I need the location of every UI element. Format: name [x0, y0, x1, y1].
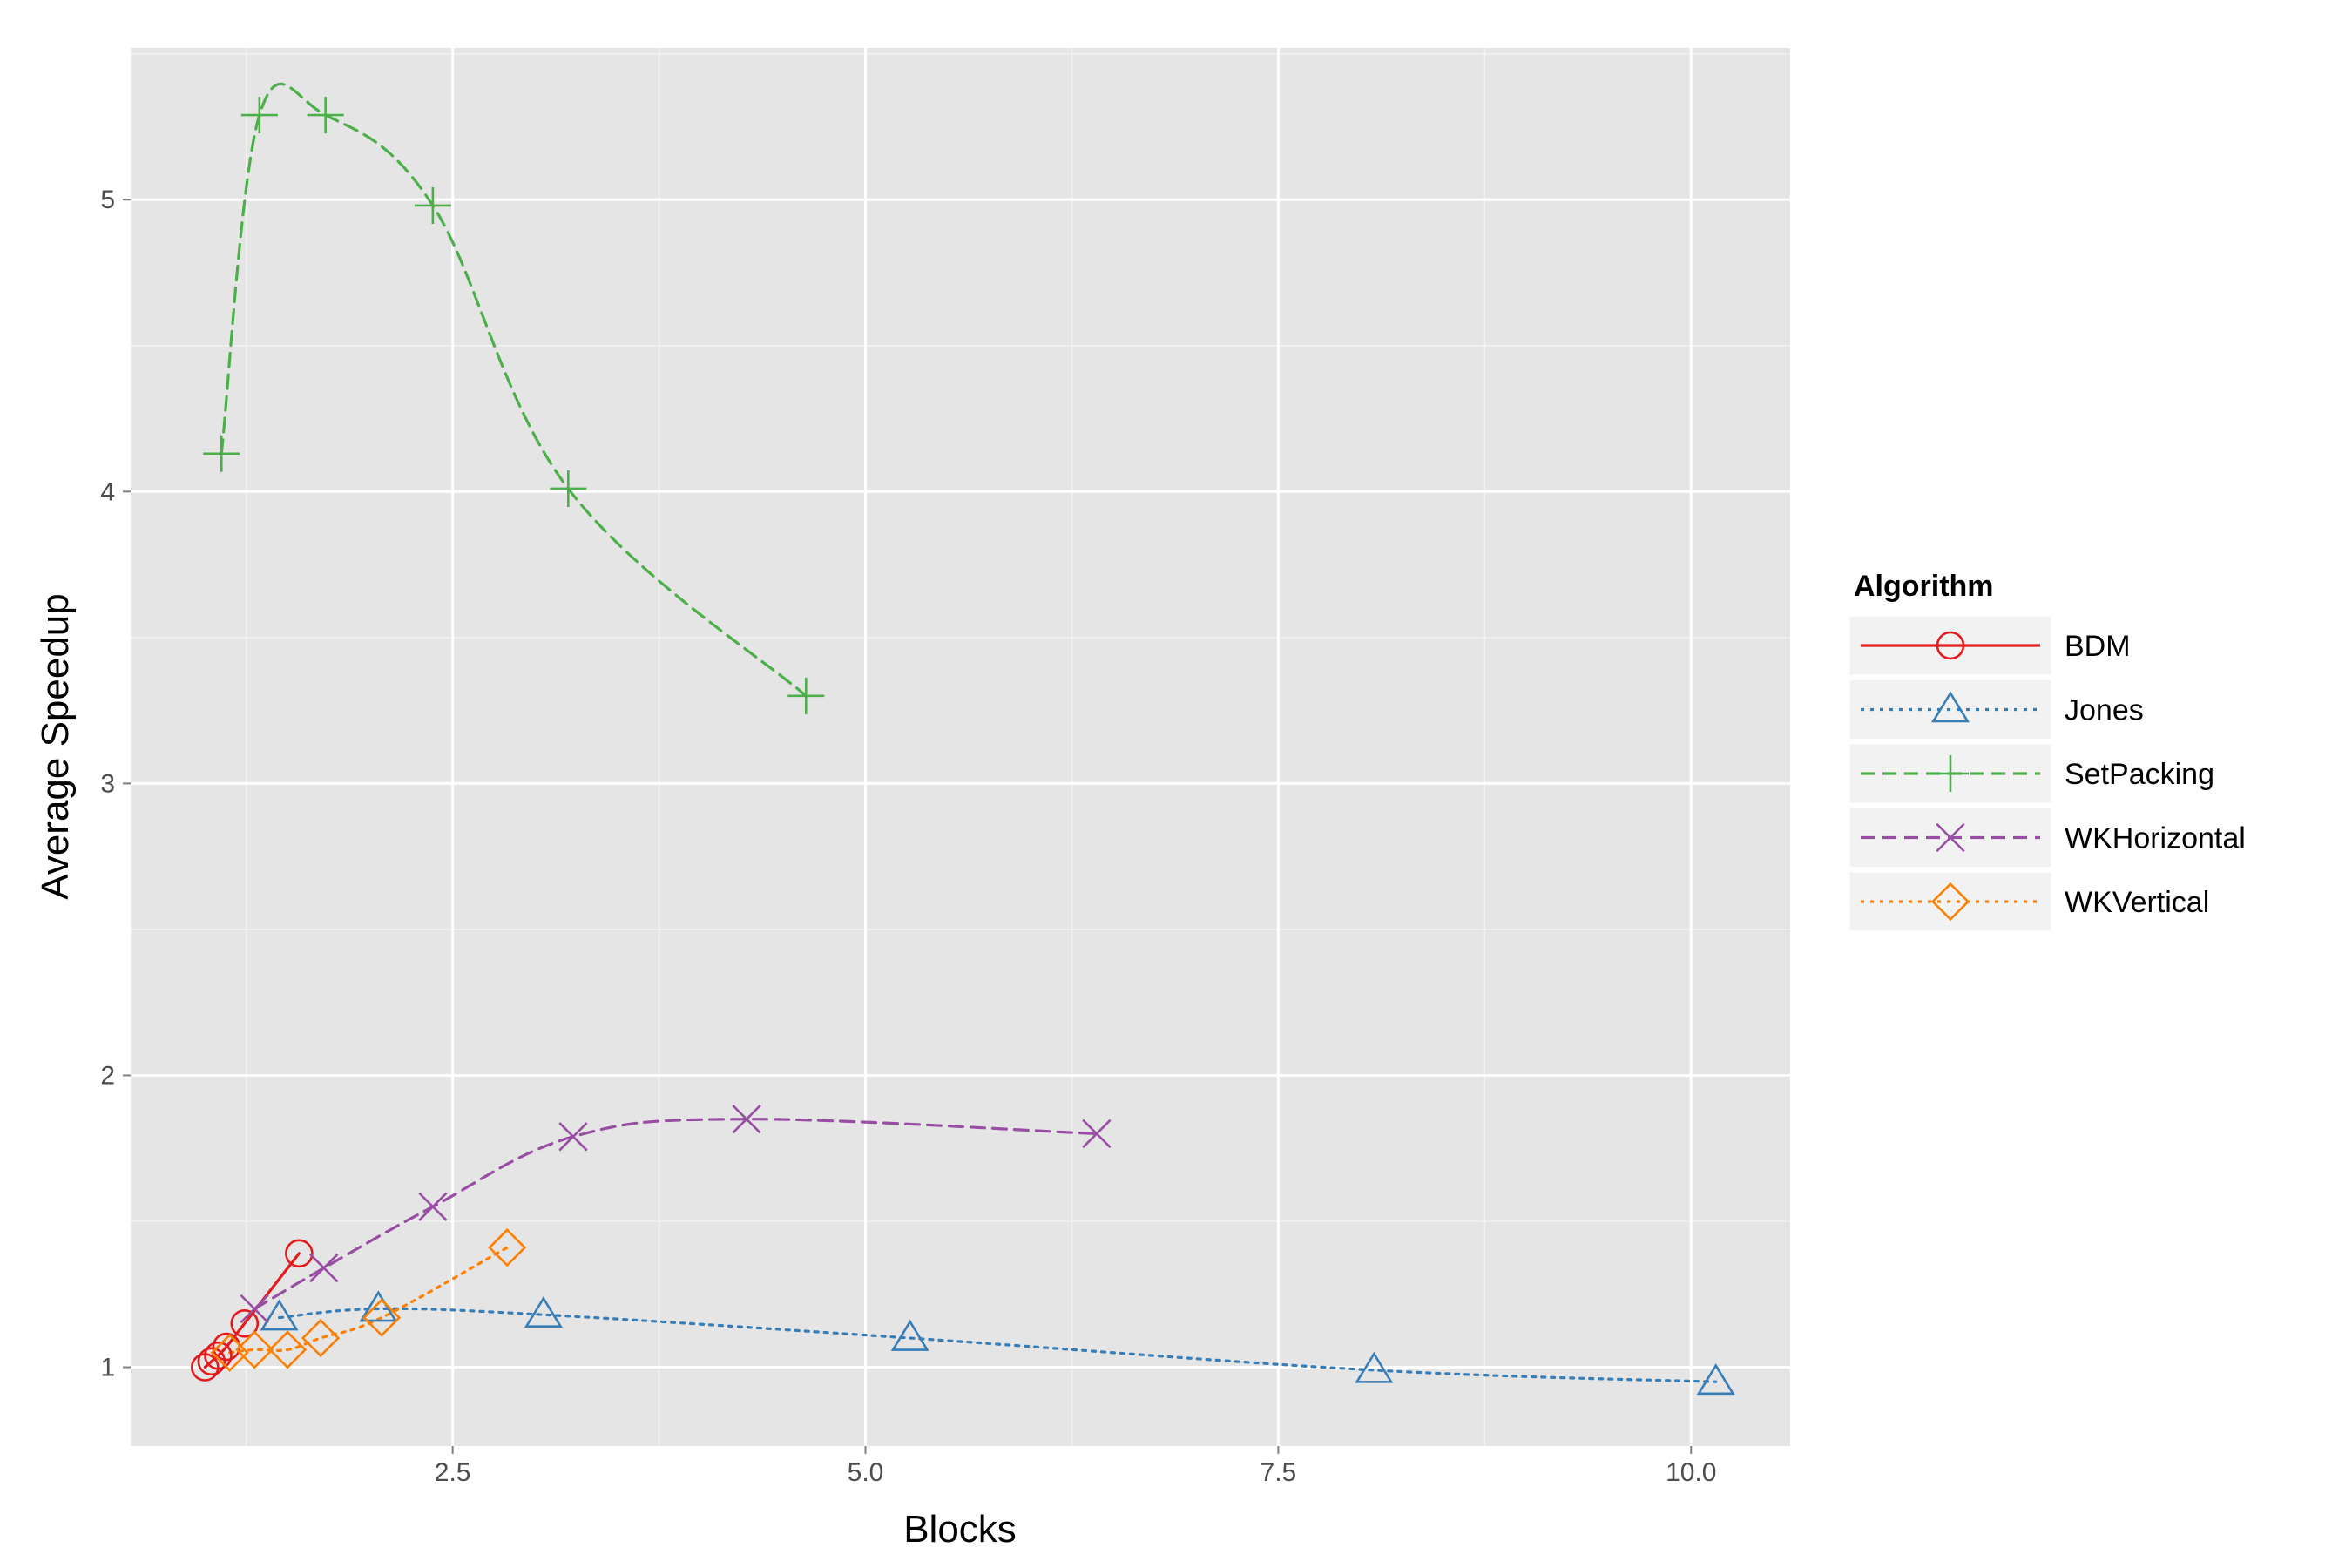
data-point-wkvertical	[210, 1333, 249, 1372]
data-point-setpacking	[414, 186, 451, 224]
legend-label: BDM	[2065, 630, 2131, 663]
legend-key-marker	[1932, 755, 1969, 792]
data-point-wkvertical	[267, 1330, 308, 1369]
x-axis-ticks: 2.5 5.0 7.5 10.0	[435, 1446, 1716, 1487]
data-point-setpacking	[550, 470, 587, 507]
legend-label: WKVertical	[2065, 886, 2209, 919]
data-point-wkhorizontal	[1082, 1119, 1112, 1149]
y-tick-label: 5	[100, 186, 115, 214]
data-point-setpacking	[240, 97, 278, 134]
data-point-jones	[260, 1299, 299, 1331]
data-point-jones	[1355, 1351, 1394, 1383]
data-point-jones	[1696, 1363, 1735, 1396]
data-point-jones	[524, 1295, 563, 1328]
data-point-wkhorizontal	[418, 1192, 448, 1221]
data-point-wkvertical	[488, 1228, 527, 1267]
legend-key-marker	[1936, 631, 1965, 660]
legend-item-bdm: BDM	[1847, 613, 2131, 678]
legend: Algorithm BDM Jones SetPacking WKHorizontal…	[1847, 570, 2246, 934]
y-tick-label: 1	[100, 1354, 115, 1382]
data-point-wkhorizontal	[240, 1294, 269, 1324]
series-markers	[190, 97, 1735, 1396]
data-point-bdm	[197, 1347, 226, 1376]
legend-title: Algorithm	[1854, 570, 1994, 603]
grid-major	[131, 48, 1790, 1446]
data-point-bdm	[285, 1239, 314, 1268]
data-point-setpacking	[307, 97, 344, 134]
data-point-bdm	[230, 1308, 260, 1338]
y-axis-title: Average Speedup	[34, 593, 77, 899]
series-line-jones	[277, 1307, 1718, 1383]
data-point-setpacking	[787, 677, 825, 714]
data-point-wkvertical	[362, 1298, 402, 1337]
x-axis-title: Blocks	[903, 1508, 1017, 1551]
legend-item-jones: Jones	[1847, 678, 2144, 741]
data-point-wkvertical	[235, 1330, 274, 1369]
y-axis-ticks: 1 2 3 4 5	[100, 186, 131, 1382]
x-tick-label: 2.5	[435, 1458, 471, 1487]
x-tick-label: 10.0	[1666, 1458, 1716, 1487]
series-line-setpacking	[220, 82, 808, 698]
legend-item-wkhorizontal: WKHorizontal	[1847, 806, 2246, 869]
data-point-wkvertical	[301, 1318, 341, 1358]
legend-item-setpacking: SetPacking	[1847, 741, 2214, 806]
series-line-wkvertical	[228, 1246, 509, 1355]
x-tick-label: 5.0	[848, 1458, 884, 1487]
y-tick-label: 3	[100, 769, 115, 798]
data-point-wkhorizontal	[309, 1253, 339, 1283]
data-point-setpacking	[203, 435, 240, 472]
data-point-wkhorizontal	[732, 1105, 761, 1134]
legend-key-marker	[1936, 822, 1965, 853]
legend-item-wkvertical: WKVertical	[1847, 869, 2209, 934]
data-point-jones	[890, 1319, 929, 1351]
legend-items: BDM Jones SetPacking WKHorizontal WKVertical	[1847, 613, 2246, 934]
x-tick-label: 7.5	[1260, 1458, 1297, 1487]
data-point-bdm	[204, 1341, 233, 1370]
legend-key-marker	[1930, 882, 1970, 922]
data-point-wkhorizontal	[558, 1122, 588, 1152]
legend-label: WKHorizontal	[2065, 822, 2246, 855]
y-tick-label: 2	[100, 1061, 115, 1090]
grid-minor	[131, 48, 1790, 1446]
legend-label: SetPacking	[2065, 758, 2214, 791]
legend-key-marker	[1930, 691, 1970, 723]
legend-label: Jones	[2065, 694, 2144, 727]
plot-panel	[131, 48, 1790, 1446]
y-tick-label: 4	[100, 477, 115, 506]
